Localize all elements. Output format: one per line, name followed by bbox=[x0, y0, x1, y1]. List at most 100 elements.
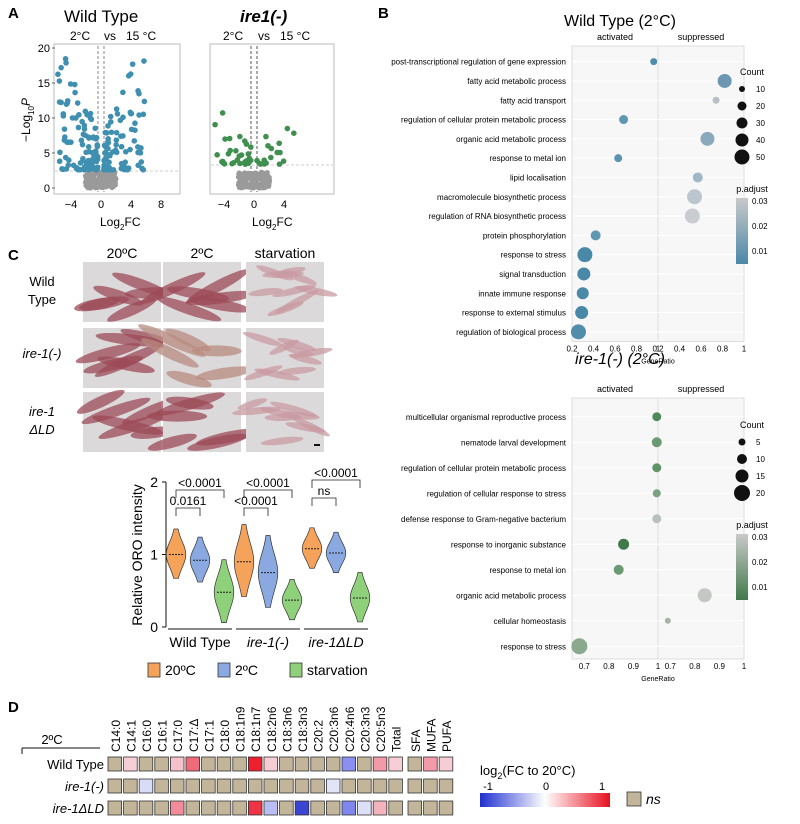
heatmap-cell bbox=[294, 800, 310, 816]
heatmap-col-label: Total bbox=[390, 727, 404, 752]
heatmap-col-label: C18:3n6 bbox=[280, 706, 294, 752]
padj-legend-label: 0.01 bbox=[752, 247, 768, 256]
worm-shape bbox=[165, 396, 214, 410]
micrograph-row-label: ire-1(-) bbox=[23, 346, 62, 361]
volcano-point bbox=[140, 111, 147, 118]
volcano-point bbox=[237, 171, 243, 177]
volcano-point bbox=[76, 111, 82, 118]
heatmap-col-label: C16:1 bbox=[156, 720, 170, 752]
panel-label-b: B bbox=[378, 5, 389, 22]
volcano-xlabel-right: Log2FC bbox=[252, 215, 293, 232]
heatmap-cell bbox=[279, 778, 294, 794]
volcano-point bbox=[72, 89, 78, 96]
heatmap-cell bbox=[407, 778, 423, 794]
panel-label-d: D bbox=[8, 699, 19, 716]
right-cond-b: 15 °C bbox=[280, 29, 310, 43]
worm-shape bbox=[107, 297, 157, 322]
heatmap-cell bbox=[325, 778, 341, 794]
volcano-point bbox=[245, 151, 252, 157]
volcano-point bbox=[118, 143, 125, 150]
volcano-point bbox=[91, 175, 97, 182]
padj-legend-label: 0.03 bbox=[752, 533, 768, 542]
colorbar-tick-label: 0 bbox=[543, 781, 549, 793]
heatmap-cell bbox=[154, 800, 169, 816]
heatmap-cell bbox=[247, 778, 263, 794]
worm-shape bbox=[75, 343, 141, 364]
significance-bracket bbox=[175, 489, 225, 498]
volcano-point bbox=[85, 182, 91, 188]
worm-shape bbox=[278, 366, 316, 375]
colorbar-title: log2(FC to 20°C) bbox=[480, 763, 575, 781]
micrograph-row-label: ire-1 bbox=[29, 404, 55, 419]
volcano-point bbox=[88, 116, 95, 123]
micrograph-col-label: 2ºC bbox=[190, 245, 213, 261]
heatmap-cell bbox=[438, 756, 454, 772]
worm-shape bbox=[93, 285, 144, 306]
heatmap-cell bbox=[388, 756, 403, 772]
volcano-point bbox=[87, 110, 94, 117]
x-tick-label: 0.2 bbox=[566, 345, 578, 354]
go-dot bbox=[577, 267, 591, 281]
volcano-point bbox=[86, 135, 92, 141]
heatmap-cell bbox=[357, 756, 372, 772]
ns-legend-swatch bbox=[626, 791, 642, 807]
worm-shape bbox=[237, 398, 268, 410]
go-term-label: response to metal ion bbox=[490, 154, 567, 163]
worm-shape bbox=[254, 368, 300, 381]
go-dot bbox=[590, 230, 601, 241]
violin-group-label: Wild Type bbox=[169, 634, 230, 650]
volcano-point bbox=[136, 112, 142, 118]
violin-shape bbox=[349, 572, 371, 623]
heatmap-col-label: C20:3n3 bbox=[358, 706, 372, 752]
go-term-label: post-transcriptional regulation of gene … bbox=[391, 58, 566, 67]
p-value-label: <0.0001 bbox=[178, 476, 222, 490]
volcano-point bbox=[112, 175, 119, 181]
heatmap-cell bbox=[372, 756, 388, 772]
volcano-point bbox=[99, 180, 105, 187]
worm-shape bbox=[232, 406, 282, 416]
count-legend-dot bbox=[737, 454, 747, 464]
go-dot bbox=[700, 131, 715, 146]
heatmap-cell bbox=[216, 778, 232, 794]
volcano-point bbox=[113, 129, 120, 136]
go-term-label: regulation of cellular protein metabolic… bbox=[401, 116, 566, 125]
heatmap-cell bbox=[294, 778, 310, 794]
volcano-point bbox=[107, 174, 113, 180]
worm-shape bbox=[140, 338, 199, 368]
volcano-point bbox=[74, 100, 81, 106]
volcano-left-points bbox=[55, 46, 179, 192]
go-dot bbox=[687, 189, 703, 205]
heatmap-cell bbox=[294, 756, 310, 772]
volcano-point bbox=[79, 141, 86, 148]
go-term-label: macromolecule biosynthetic process bbox=[437, 193, 566, 202]
count-legend-label: 10 bbox=[756, 85, 765, 94]
volcano-point bbox=[263, 160, 269, 166]
worm-shape bbox=[242, 331, 283, 347]
volcano-point bbox=[141, 98, 148, 105]
heatmap-class-label: PUFA bbox=[440, 721, 454, 752]
heatmap-col-label: C16:0 bbox=[140, 720, 154, 752]
worm-shape bbox=[187, 433, 248, 451]
heatmap-cell bbox=[341, 756, 357, 772]
volcano-point bbox=[236, 153, 242, 159]
violin-shape bbox=[325, 531, 347, 573]
xtick-label: −4 bbox=[65, 199, 78, 211]
go-term-label: protein phosphorylation bbox=[483, 231, 566, 240]
volcano-point bbox=[67, 81, 74, 87]
heatmap-cell bbox=[438, 800, 454, 816]
go-term-label: multicellular organismal reproductive pr… bbox=[406, 413, 566, 422]
count-legend-label: 40 bbox=[756, 136, 765, 145]
violin-legend-swatch bbox=[147, 662, 161, 678]
go-term-label: signal transduction bbox=[499, 270, 566, 279]
worm-shape bbox=[196, 366, 254, 381]
padj-legend-title: p.adjust bbox=[736, 184, 768, 194]
volcano-point bbox=[56, 158, 63, 165]
heatmap-cell bbox=[154, 778, 169, 794]
left-cond-a: 2°C bbox=[70, 29, 90, 43]
heatmap-col-label: C20:2 bbox=[312, 720, 326, 752]
heatmap-col-label: C18:1n7 bbox=[249, 706, 263, 752]
x-tick-label: 0.8 bbox=[717, 345, 729, 354]
volcano-point bbox=[128, 110, 134, 117]
count-legend-label: 10 bbox=[756, 455, 765, 464]
heatmap-cell bbox=[169, 800, 185, 816]
